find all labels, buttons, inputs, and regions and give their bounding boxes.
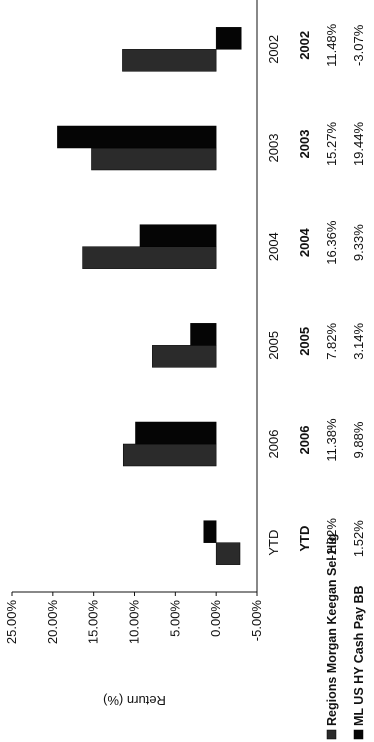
y-tick-label: -5.00% [249,600,264,642]
y-tick-label: 15.00% [86,600,101,645]
table-value-cell: 19.44% [351,122,366,167]
bar-ml-2006 [135,421,217,445]
table-header-cell: 2003 [297,130,312,159]
bar-ml-2002 [215,27,242,50]
legend: Regions Morgan Keegan Sel Hig ML US HY Ca… [325,534,366,740]
bar-ml-ytd [203,520,217,543]
table-header-cell: 2004 [297,227,312,257]
legend-label: Regions Morgan Keegan Sel Hig [325,534,339,726]
legend-swatch [353,729,364,740]
x-tick-label: YTD [266,530,281,556]
table-header-cell: 2002 [297,31,312,60]
table-header-cell: 2006 [297,426,312,455]
table-value-cell: 9.33% [351,224,366,261]
y-tick-label: 10.00% [127,600,142,645]
plot-area: -5.00% 0.00% 5.00% 10.00% 15.00% 20.00% 25.00%… [4,0,281,644]
table-value-cell: 11.48% [324,23,339,67]
bar-regions-ytd [215,542,241,565]
table-value-cell: 15.27% [324,122,339,167]
bar-ml-2005 [190,323,217,346]
table-value-cell: 3.14% [351,322,366,359]
bar-ml-2004 [139,224,217,247]
table-header-cell: YTD [297,526,312,552]
table-value-cell: 9.88% [351,421,366,458]
y-axis-title: Return (%) [103,693,166,708]
legend-swatch [326,729,337,740]
y-tick-label: 25.00% [4,600,19,645]
table-value-cell: 16.36% [324,220,339,265]
bar-regions-2004 [82,246,217,269]
x-tick-label: 2003 [266,134,281,163]
table-value-cell: -2.92% [324,518,339,560]
x-tick-label: 2005 [266,331,281,360]
x-tick-label: 2006 [266,430,281,459]
legend-label: ML US HY Cash Pay BB [352,585,366,726]
bar-regions-2006 [122,443,217,467]
table-value-cell: -3.07% [351,24,366,66]
y-tick-label: 5.00% [167,600,182,637]
bar-ml-2003 [57,125,217,149]
data-table: YTD -2.92% 1.52% 2006 11.38% 9.88% 2005 7.82% 3.… [297,23,366,559]
y-tick-label: 20.00% [45,600,60,645]
bar-regions-2002 [122,49,217,72]
table-value-cell: 11.38% [324,418,339,462]
bar-regions-2005 [152,345,217,368]
table-value-cell: 7.82% [324,322,339,359]
x-tick-label: 2004 [266,232,281,261]
bar-regions-2003 [91,147,217,171]
table-value-cell: 1.52% [351,520,366,557]
x-tick-label: 2002 [266,35,281,64]
table-header-cell: 2005 [297,327,312,356]
y-tick-label: 0.00% [208,600,223,637]
